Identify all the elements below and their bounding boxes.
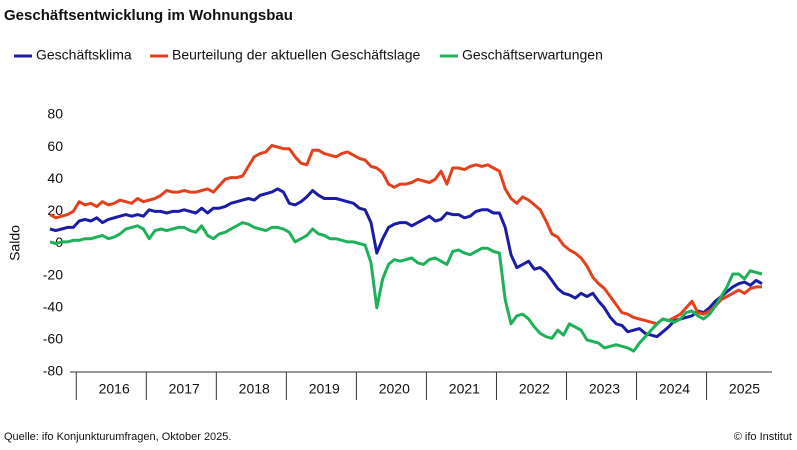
y-tick-label: -20 [43,266,63,282]
legend-label: Geschäftserwartungen [462,47,603,63]
x-tick-label: 2018 [239,381,270,397]
x-tick-label: 2023 [589,381,620,397]
y-tick-label: -60 [43,331,63,347]
y-tick-label: 80 [47,106,63,122]
series-line [49,221,763,353]
x-tick-label: 2020 [379,381,410,397]
x-tick-label: 2017 [169,381,200,397]
series-line [49,144,762,326]
y-axis-label: Saldo [7,225,23,261]
x-tick-label: 2019 [309,381,340,397]
y-tick-label: 60 [47,138,63,154]
legend-label: Beurteilung der aktuellen Geschäftslage [172,47,420,63]
credit: © ifo Institut [734,431,792,443]
y-tick-label: -40 [43,298,63,314]
y-tick-label: 40 [47,170,63,186]
source-note: Quelle: ifo Konjunkturumfragen, Oktober … [4,431,231,443]
series-line [49,187,763,339]
x-tick-label: 2021 [449,381,480,397]
x-tick-label: 2016 [99,381,130,397]
y-tick-label: -80 [43,363,63,379]
legend-label: Geschäftsklima [36,47,132,63]
x-tick-label: 2022 [519,381,550,397]
chart-title: Geschäftsentwicklung im Wohnungsbau [4,7,293,24]
x-tick-label: 2024 [659,381,690,397]
x-tick-label: 2025 [729,381,760,397]
